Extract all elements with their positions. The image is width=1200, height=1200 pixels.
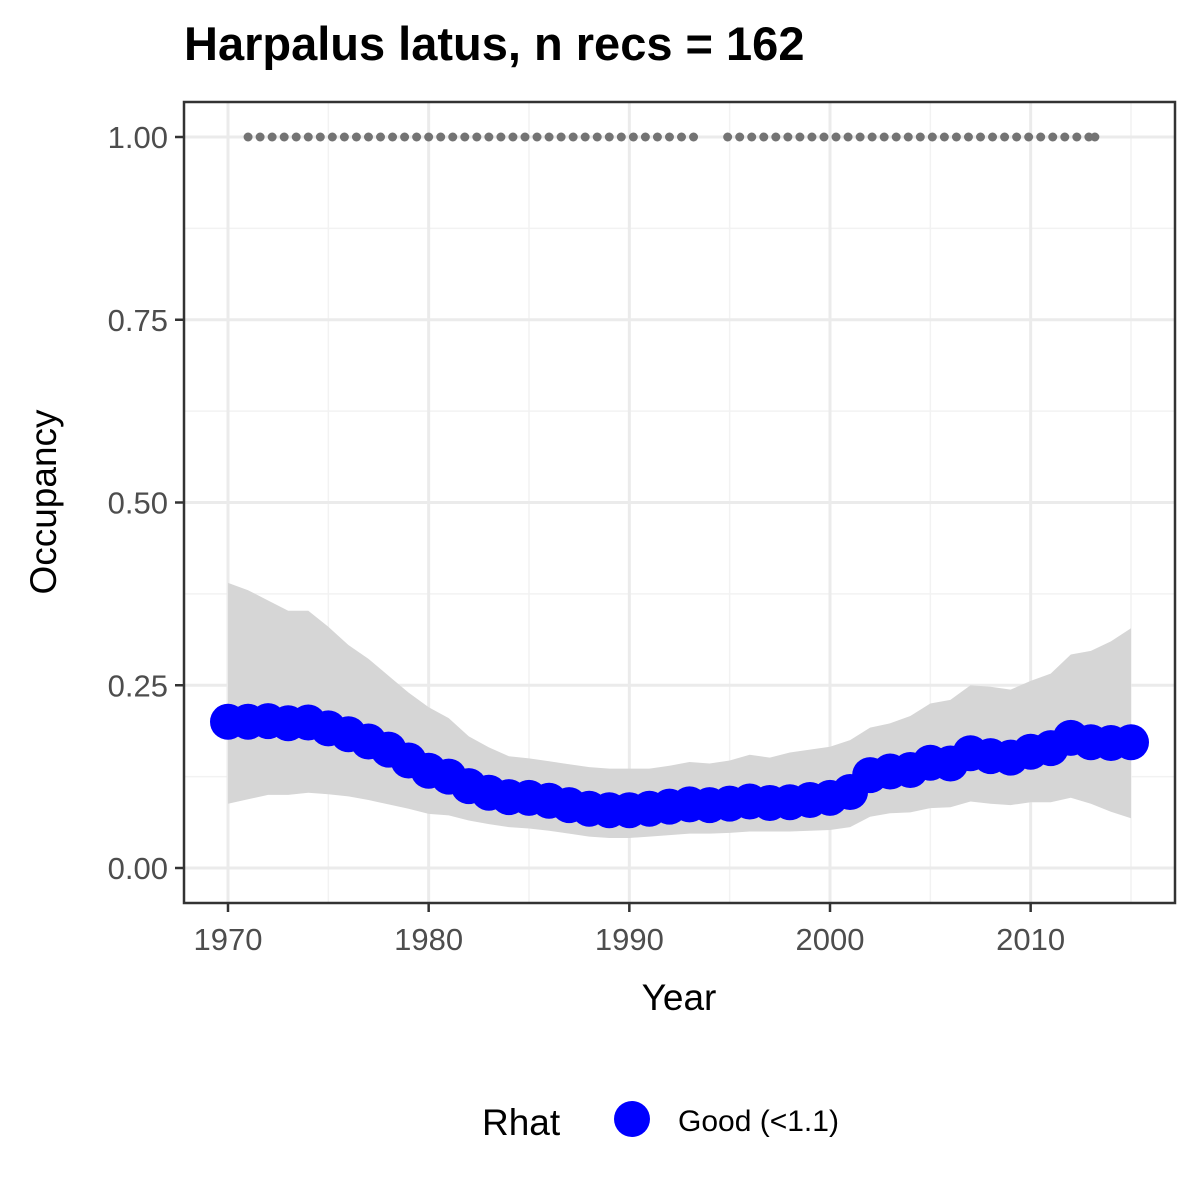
detection-point bbox=[927, 132, 937, 142]
detection-point bbox=[783, 132, 793, 142]
detection-point bbox=[628, 132, 638, 142]
detection-point bbox=[819, 132, 829, 142]
detection-point bbox=[664, 132, 674, 142]
detection-point bbox=[532, 132, 542, 142]
detection-point bbox=[915, 132, 925, 142]
detection-point bbox=[556, 132, 566, 142]
detection-point bbox=[568, 132, 578, 142]
detection-point bbox=[412, 132, 422, 142]
detection-point bbox=[1048, 132, 1058, 142]
detection-point bbox=[771, 132, 781, 142]
detection-point bbox=[988, 132, 998, 142]
x-tick-label: 1990 bbox=[595, 922, 664, 957]
detection-point bbox=[424, 132, 434, 142]
detection-point bbox=[267, 132, 277, 142]
detection-point bbox=[616, 132, 626, 142]
detection-point bbox=[544, 132, 554, 142]
detection-point bbox=[436, 132, 446, 142]
detection-point bbox=[363, 132, 373, 142]
legend-title: Rhat bbox=[482, 1102, 561, 1143]
detection-point bbox=[472, 132, 482, 142]
x-axis-title: Year bbox=[642, 977, 717, 1018]
detection-point bbox=[327, 132, 337, 142]
detection-point bbox=[448, 132, 458, 142]
detection-point bbox=[339, 132, 349, 142]
detection-point bbox=[963, 132, 973, 142]
detection-point bbox=[723, 132, 733, 142]
detection-point bbox=[831, 132, 841, 142]
detection-point bbox=[592, 132, 602, 142]
y-tick-label: 0.00 bbox=[108, 851, 168, 886]
mean-point bbox=[1113, 724, 1149, 761]
detection-point bbox=[580, 132, 590, 142]
detection-point bbox=[1024, 132, 1034, 142]
detection-point bbox=[640, 132, 650, 142]
detection-point bbox=[291, 132, 301, 142]
detection-point bbox=[879, 132, 889, 142]
legend: Rhat Good (<1.1) bbox=[482, 1101, 839, 1143]
detection-point bbox=[1000, 132, 1010, 142]
detection-point bbox=[747, 132, 757, 142]
detection-point bbox=[939, 132, 949, 142]
x-tick-label: 2000 bbox=[796, 922, 865, 957]
detection-point bbox=[759, 132, 769, 142]
detection-point bbox=[652, 132, 662, 142]
y-axis: 0.00 0.25 0.50 0.75 1.00 bbox=[108, 120, 184, 886]
x-tick-label: 1980 bbox=[394, 922, 463, 957]
detection-point bbox=[951, 132, 961, 142]
detection-point bbox=[388, 132, 398, 142]
mean-occupancy-points bbox=[210, 703, 1149, 829]
detection-point bbox=[400, 132, 410, 142]
detection-point bbox=[689, 132, 699, 142]
chart-title: Harpalus latus, n recs = 162 bbox=[184, 17, 805, 70]
y-tick-label: 0.50 bbox=[108, 486, 168, 521]
detection-point bbox=[735, 132, 745, 142]
detection-point bbox=[508, 132, 518, 142]
detection-point bbox=[376, 132, 386, 142]
detection-point bbox=[677, 132, 687, 142]
detection-point bbox=[315, 132, 325, 142]
detection-point bbox=[795, 132, 805, 142]
detection-point bbox=[243, 132, 253, 142]
detection-point bbox=[1060, 132, 1070, 142]
detection-point bbox=[843, 132, 853, 142]
detection-point bbox=[867, 132, 877, 142]
detection-point bbox=[460, 132, 470, 142]
detection-point bbox=[976, 132, 985, 142]
detection-points bbox=[243, 132, 1100, 142]
detection-point bbox=[1036, 132, 1046, 142]
detection-point bbox=[496, 132, 506, 142]
detection-point bbox=[1072, 132, 1082, 142]
detection-point bbox=[1012, 132, 1022, 142]
y-tick-label: 0.75 bbox=[108, 303, 168, 338]
legend-key-good bbox=[614, 1101, 650, 1137]
detection-point bbox=[351, 132, 361, 142]
detection-point bbox=[807, 132, 817, 142]
detection-point bbox=[255, 132, 265, 142]
x-axis: 1970 1980 1990 2000 2010 bbox=[194, 903, 1065, 957]
x-tick-label: 1970 bbox=[194, 922, 263, 957]
detection-point bbox=[604, 132, 614, 142]
detection-point bbox=[303, 132, 313, 142]
detection-point bbox=[484, 132, 494, 142]
detection-point bbox=[891, 132, 901, 142]
y-axis-title: Occupancy bbox=[23, 409, 64, 595]
detection-point bbox=[855, 132, 865, 142]
detection-point bbox=[279, 132, 289, 142]
detection-point bbox=[520, 132, 530, 142]
detection-point bbox=[1090, 132, 1100, 142]
y-tick-label: 1.00 bbox=[108, 120, 168, 155]
x-tick-label: 2010 bbox=[996, 922, 1065, 957]
detection-point bbox=[903, 132, 913, 142]
y-tick-label: 0.25 bbox=[108, 668, 168, 703]
legend-label-good: Good (<1.1) bbox=[678, 1105, 839, 1138]
